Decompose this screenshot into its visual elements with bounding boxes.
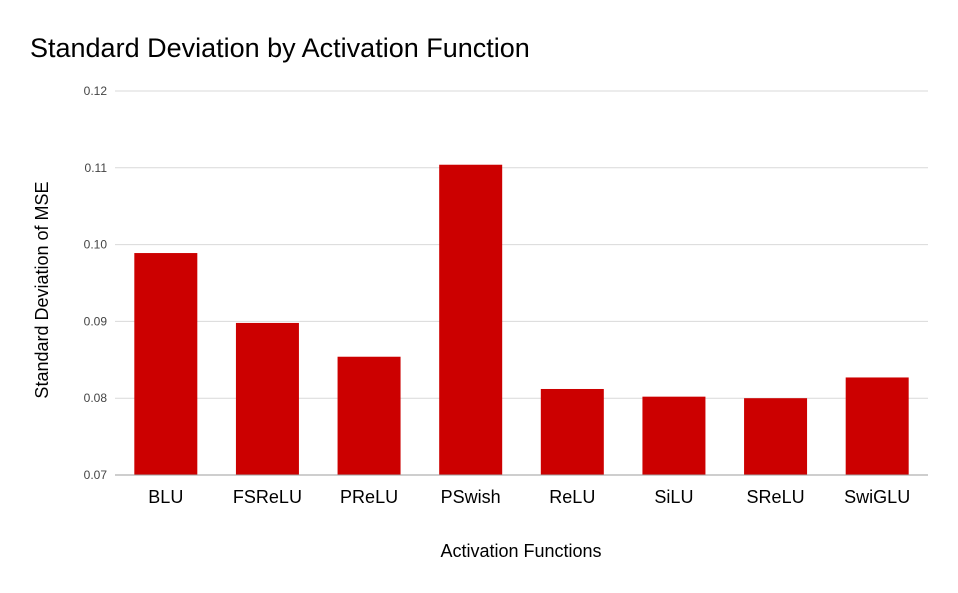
bar-blu (134, 253, 198, 475)
bar-swiglu (845, 377, 909, 475)
bar-relu (540, 388, 604, 475)
x-axis-ticks: BLU FSReLU PReLU PSwish ReLU SiLU SReLU SwiGLU (148, 487, 910, 507)
bar-silu (642, 396, 706, 475)
y-axis-ticks: 0.07 0.08 0.09 0.10 0.11 0.12 (84, 84, 108, 482)
x-tick-label: FSReLU (233, 487, 302, 507)
y-tick-label: 0.12 (84, 84, 108, 98)
y-axis-title: Standard Deviation of MSE (32, 181, 52, 398)
y-tick-label: 0.11 (85, 161, 108, 175)
bar-pswish (439, 164, 503, 475)
bar-fsrelu (235, 322, 299, 475)
chart-title: Standard Deviation by Activation Functio… (30, 33, 530, 63)
x-axis-title: Activation Functions (440, 541, 601, 561)
bars (134, 164, 909, 475)
x-tick-label: PSwish (441, 487, 501, 507)
x-tick-label: ReLU (549, 487, 595, 507)
y-tick-label: 0.07 (84, 468, 108, 482)
x-tick-label: SiLU (654, 487, 693, 507)
y-tick-label: 0.09 (84, 314, 108, 328)
x-tick-label: SwiGLU (844, 487, 910, 507)
bar-srelu (744, 398, 808, 475)
y-tick-label: 0.08 (84, 391, 108, 405)
y-tick-label: 0.10 (84, 238, 108, 252)
x-tick-label: PReLU (340, 487, 398, 507)
x-tick-label: BLU (148, 487, 183, 507)
x-tick-label: SReLU (747, 487, 805, 507)
bar-prelu (337, 356, 401, 475)
